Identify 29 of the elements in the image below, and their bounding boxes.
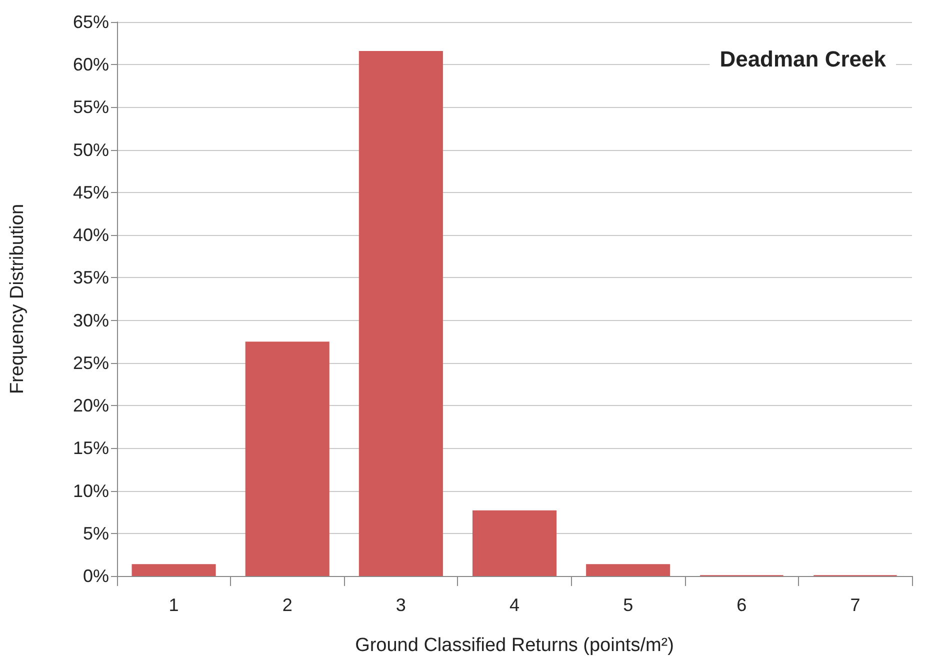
y-axis-title: Frequency Distribution [7, 204, 28, 394]
text: Deadman Creek [720, 46, 887, 72]
x-tick-label: 5 [623, 595, 634, 615]
bar [586, 564, 670, 576]
bar [472, 510, 557, 576]
y-tick-label: 0% [82, 566, 109, 586]
y-tick-label: 60% [72, 54, 109, 75]
x-axis-title: Ground Classified Returns (points/m²) [355, 635, 674, 656]
y-tick-label: 25% [72, 352, 109, 373]
y-tick-label: 5% [82, 523, 109, 544]
y-tick-label: 55% [72, 97, 109, 118]
y-tick-label: 10% [72, 480, 109, 501]
y-tick-label: 20% [72, 396, 109, 416]
x-tick-label: 2 [282, 595, 292, 615]
bar [245, 342, 330, 576]
y-tick-label: 45% [72, 182, 109, 202]
y-tick-label: 65% [72, 12, 109, 32]
y-tick-label: 40% [72, 225, 109, 246]
bar [132, 564, 216, 576]
x-tick-label: 3 [396, 595, 406, 615]
y-tick-label: 50% [72, 140, 109, 160]
x-tick-label: 4 [509, 595, 520, 615]
x-tick-label: 7 [850, 595, 860, 615]
y-tick-label: 15% [72, 438, 109, 458]
y-tick-label: 35% [72, 268, 109, 288]
bar [358, 50, 443, 576]
y-tick-label: 30% [72, 310, 109, 330]
x-tick-label: 1 [168, 595, 179, 615]
x-tick-label: 6 [736, 595, 747, 615]
